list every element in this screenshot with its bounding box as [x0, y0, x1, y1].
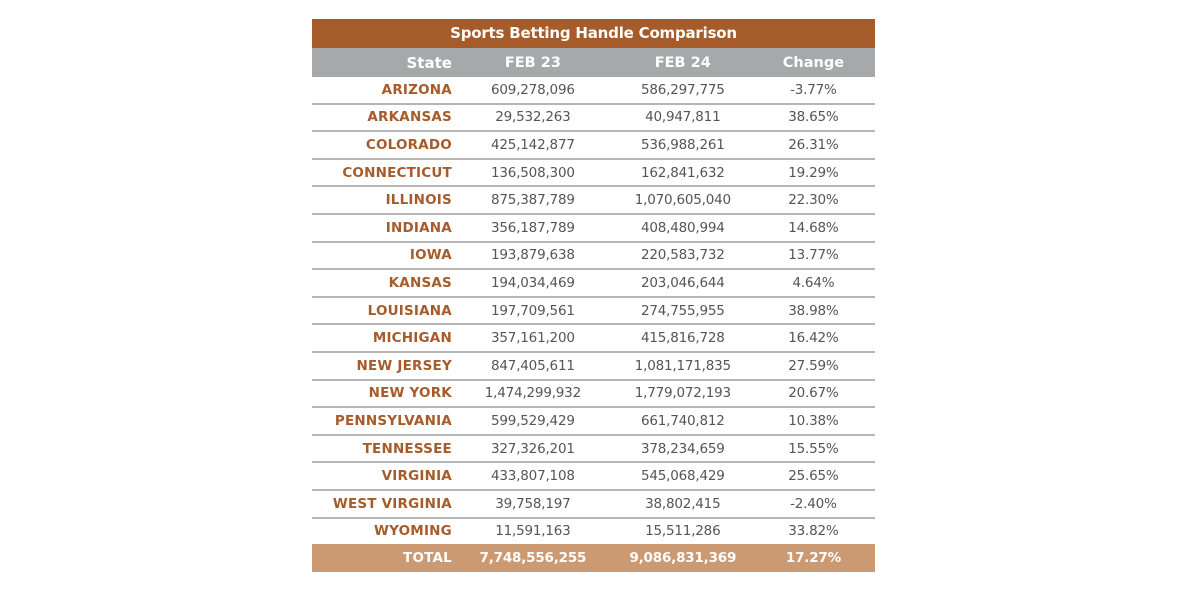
- state-cell: VIRGINIA: [381, 468, 452, 485]
- feb24-cell: 1,081,171,835: [634, 357, 731, 374]
- table-row: ARIZONA 609,278,096 586,297,775 -3.77%: [312, 77, 875, 105]
- feb23-cell: 847,405,611: [491, 357, 575, 374]
- change-cell: 4.64%: [792, 274, 835, 291]
- feb23-cell: 599,529,429: [491, 412, 575, 429]
- change-cell: 19.29%: [788, 164, 839, 181]
- table-header-row: State FEB 23 FEB 24 Change: [312, 48, 875, 77]
- state-cell: IOWA: [409, 247, 452, 264]
- state-cell: PENNSYLVANIA: [334, 412, 452, 429]
- feb23-cell: 193,879,638: [491, 247, 575, 264]
- feb24-cell: 203,046,644: [640, 274, 725, 291]
- feb23-cell: 357,161,200: [491, 330, 575, 347]
- feb24-cell: 40,947,811: [645, 109, 721, 126]
- table-row: IOWA 193,879,638 220,583,732 13.77%: [312, 243, 875, 271]
- feb24-cell: 408,480,994: [640, 219, 725, 236]
- table-row: WEST VIRGINIA 39,758,197 38,802,415 -2.40%: [312, 491, 875, 519]
- feb23-cell: 194,034,469: [491, 274, 575, 291]
- state-cell: ARKANSAS: [367, 109, 452, 126]
- state-cell: ILLINOIS: [385, 192, 452, 209]
- table-row: ARKANSAS 29,532,263 40,947,811 38.65%: [312, 105, 875, 133]
- table-row: NEW JERSEY 847,405,611 1,081,171,835 27.59%: [312, 353, 875, 381]
- change-cell: 27.59%: [788, 357, 839, 374]
- feb24-cell: 586,297,775: [640, 81, 725, 98]
- change-cell: 26.31%: [788, 136, 839, 153]
- change-cell: 38.65%: [788, 109, 839, 126]
- feb24-cell: 220,583,732: [640, 247, 725, 264]
- table-row: ILLINOIS 875,387,789 1,070,605,040 22.30%: [312, 187, 875, 215]
- feb23-cell: 433,807,108: [491, 468, 575, 485]
- feb24-cell: 274,755,955: [640, 302, 725, 319]
- table-row: INDIANA 356,187,789 408,480,994 14.68%: [312, 215, 875, 243]
- feb24-cell: 415,816,728: [640, 330, 725, 347]
- feb23-cell: 29,532,263: [495, 109, 571, 126]
- feb24-cell: 545,068,429: [640, 468, 725, 485]
- state-cell: KANSAS: [388, 274, 452, 291]
- state-cell: LOUISIANA: [367, 302, 452, 319]
- change-cell: 22.30%: [788, 192, 839, 209]
- feb24-cell: 162,841,632: [640, 164, 725, 181]
- header-state: State: [406, 53, 452, 72]
- header-change: Change: [782, 54, 845, 71]
- change-cell: 15.55%: [788, 440, 839, 457]
- state-cell: MICHIGAN: [372, 330, 452, 347]
- state-cell: ARIZONA: [381, 81, 452, 98]
- handle-comparison-table: Sports Betting Handle Comparison State F…: [312, 19, 875, 573]
- change-cell: 20.67%: [788, 385, 839, 402]
- table-row: CONNECTICUT 136,508,300 162,841,632 19.29%: [312, 160, 875, 188]
- change-cell: 14.68%: [788, 219, 839, 236]
- change-cell: -3.77%: [790, 81, 837, 98]
- feb24-cell: 15,511,286: [645, 523, 721, 540]
- state-cell: TENNESSEE: [362, 440, 452, 457]
- feb23-cell: 425,142,877: [491, 136, 575, 153]
- total-feb23: 7,748,556,255: [479, 550, 587, 567]
- feb24-cell: 1,070,605,040: [634, 192, 731, 209]
- table-row: WYOMING 11,591,163 15,511,286 33.82%: [312, 519, 875, 545]
- change-cell: 13.77%: [788, 247, 839, 264]
- state-cell: NEW YORK: [368, 385, 452, 402]
- table-body: ARIZONA 609,278,096 586,297,775 -3.77% ARKAN…: [312, 77, 875, 544]
- table-title: Sports Betting Handle Comparison: [312, 19, 875, 48]
- feb24-cell: 536,988,261: [640, 136, 725, 153]
- table-row: LOUISIANA 197,709,561 274,755,955 38.98%: [312, 298, 875, 326]
- feb23-cell: 197,709,561: [491, 302, 575, 319]
- feb24-cell: 378,234,659: [640, 440, 725, 457]
- change-cell: 10.38%: [788, 412, 839, 429]
- table-row: VIRGINIA 433,807,108 545,068,429 25.65%: [312, 463, 875, 491]
- table-row: COLORADO 425,142,877 536,988,261 26.31%: [312, 132, 875, 160]
- change-cell: 33.82%: [788, 523, 839, 540]
- total-change: 17.27%: [785, 550, 841, 567]
- table-row: TENNESSEE 327,326,201 378,234,659 15.55%: [312, 436, 875, 464]
- table-row: NEW YORK 1,474,299,932 1,779,072,193 20.67%: [312, 381, 875, 409]
- state-cell: NEW JERSEY: [356, 357, 452, 374]
- state-cell: INDIANA: [385, 219, 452, 236]
- feb24-cell: 661,740,812: [640, 412, 725, 429]
- state-cell: WYOMING: [374, 523, 452, 540]
- feb23-cell: 356,187,789: [491, 219, 575, 236]
- change-cell: 38.98%: [788, 302, 839, 319]
- feb23-cell: 136,508,300: [491, 164, 575, 181]
- change-cell: -2.40%: [790, 495, 837, 512]
- total-feb24: 9,086,831,369: [629, 550, 737, 567]
- table-row: MICHIGAN 357,161,200 415,816,728 16.42%: [312, 325, 875, 353]
- total-row: TOTAL 7,748,556,255 9,086,831,369 17.27%: [312, 544, 875, 573]
- total-label: TOTAL: [403, 550, 452, 567]
- state-cell: CONNECTICUT: [342, 164, 452, 181]
- table-row: PENNSYLVANIA 599,529,429 661,740,812 10.38%: [312, 408, 875, 436]
- feb23-cell: 875,387,789: [491, 192, 575, 209]
- feb23-cell: 609,278,096: [491, 81, 575, 98]
- table-row: KANSAS 194,034,469 203,046,644 4.64%: [312, 270, 875, 298]
- feb23-cell: 11,591,163: [495, 523, 571, 540]
- change-cell: 16.42%: [788, 330, 839, 347]
- header-feb23: FEB 23: [504, 54, 561, 71]
- feb23-cell: 1,474,299,932: [484, 385, 581, 402]
- change-cell: 25.65%: [788, 468, 839, 485]
- state-cell: COLORADO: [365, 136, 452, 153]
- feb24-cell: 38,802,415: [645, 495, 721, 512]
- feb23-cell: 327,326,201: [491, 440, 575, 457]
- header-feb24: FEB 24: [654, 54, 711, 71]
- state-cell: WEST VIRGINIA: [332, 495, 452, 512]
- feb23-cell: 39,758,197: [495, 495, 571, 512]
- feb24-cell: 1,779,072,193: [634, 385, 731, 402]
